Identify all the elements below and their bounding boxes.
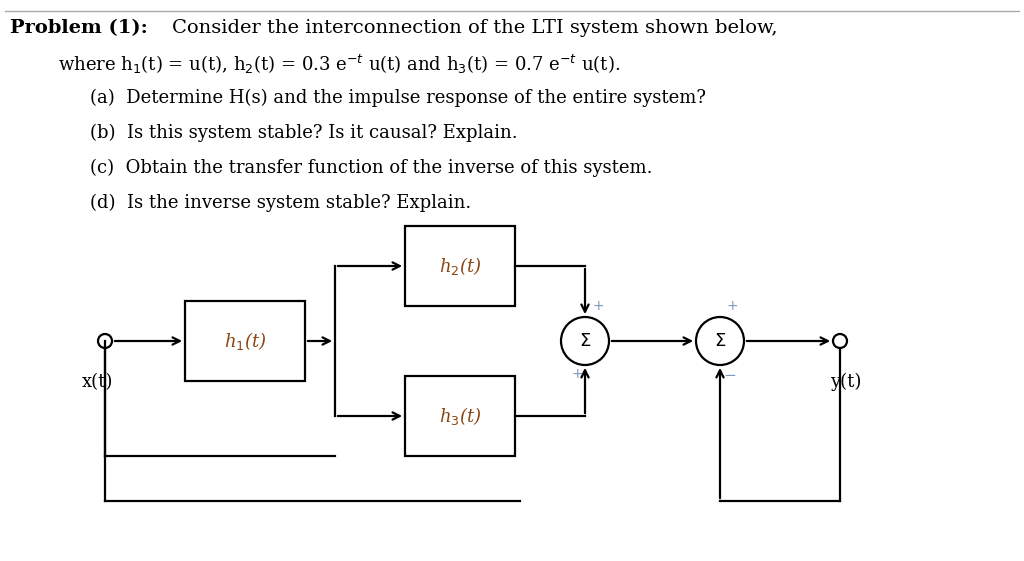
Text: x(t): x(t): [81, 373, 113, 391]
Text: (b)  Is this system stable? Is it causal? Explain.: (b) Is this system stable? Is it causal?…: [90, 124, 517, 142]
Text: +: +: [727, 299, 738, 313]
Text: h$_1$(t): h$_1$(t): [223, 330, 266, 352]
Text: (c)  Obtain the transfer function of the inverse of this system.: (c) Obtain the transfer function of the …: [90, 159, 652, 177]
Text: where h$_1$(t) = u(t), h$_2$(t) = 0.3 e$^{-t}$ u(t) and h$_3$(t) = 0.7 e$^{-t}$ : where h$_1$(t) = u(t), h$_2$(t) = 0.3 e$…: [58, 53, 621, 76]
Text: (d)  Is the inverse system stable? Explain.: (d) Is the inverse system stable? Explai…: [90, 194, 471, 212]
Text: h$_3$(t): h$_3$(t): [438, 405, 481, 427]
Text: −: −: [724, 368, 736, 383]
Text: +: +: [571, 367, 583, 381]
Text: h$_2$(t): h$_2$(t): [438, 255, 481, 277]
Text: Consider the interconnection of the LTI system shown below,: Consider the interconnection of the LTI …: [172, 19, 777, 37]
Text: $\Sigma$: $\Sigma$: [714, 332, 726, 350]
Text: (a)  Determine H(s) and the impulse response of the entire system?: (a) Determine H(s) and the impulse respo…: [90, 89, 706, 107]
Text: y(t): y(t): [830, 373, 861, 391]
Bar: [406, 226, 515, 306]
Text: Problem (1):: Problem (1):: [10, 19, 147, 37]
Bar: [185, 301, 305, 381]
Text: $\Sigma$: $\Sigma$: [579, 332, 591, 350]
Bar: [406, 376, 515, 456]
Text: +: +: [592, 299, 603, 313]
